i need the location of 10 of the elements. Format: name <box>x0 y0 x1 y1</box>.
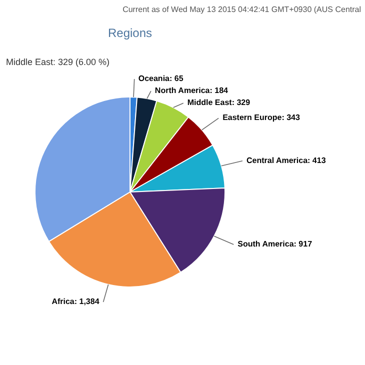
slice-label: Middle East: 329 <box>187 98 251 108</box>
slice-label: Africa: 1,384 <box>52 297 100 306</box>
text: Current as of Wed May 13 2015 04:42:41 GMT+0930 (AUS Central <box>122 5 362 14</box>
slice-label: South America: 917 <box>238 239 313 248</box>
slice-label: Eastern Europe: 343 <box>222 113 300 122</box>
slice-label: Central America: 413 <box>246 156 326 165</box>
chart-title: Regions <box>108 26 152 40</box>
slice-label: North America: 184 <box>154 86 229 96</box>
text: Middle East: 329 (6.00 %) <box>6 57 110 67</box>
slice-label: Oceania: 65 <box>138 74 184 84</box>
